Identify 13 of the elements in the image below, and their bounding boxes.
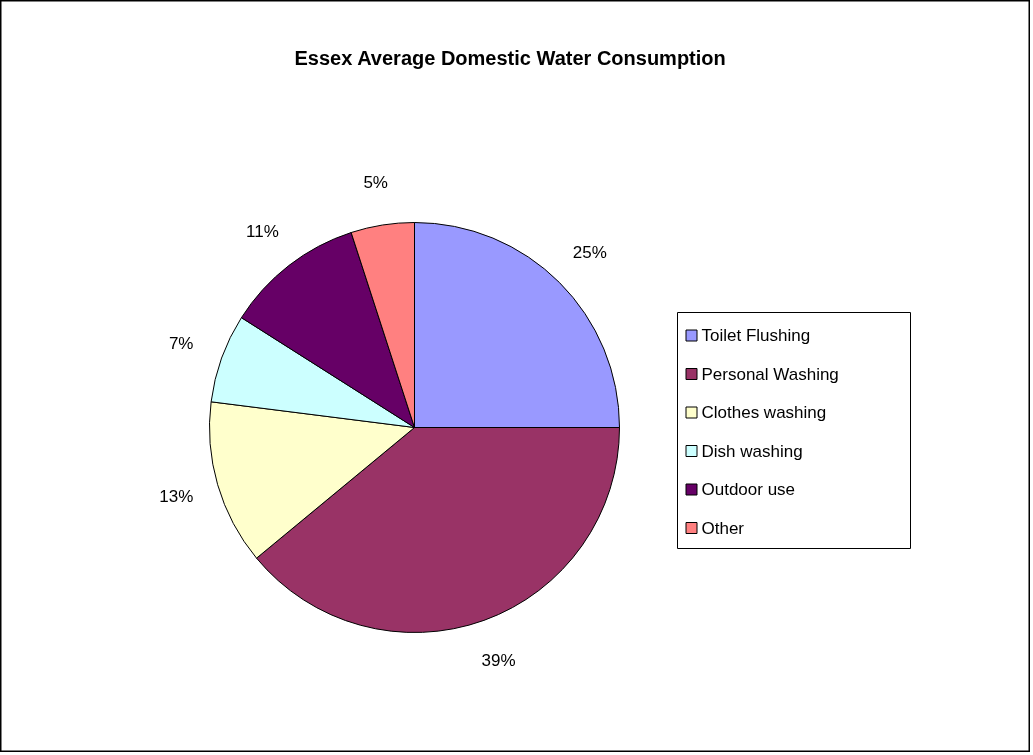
legend-label: Clothes washing <box>701 403 827 422</box>
chart-title: Essex Average Domestic Water Consumption <box>294 46 726 69</box>
data-label: 7% <box>168 333 194 353</box>
legend-label: Other <box>701 518 745 538</box>
data-label: 5% <box>363 173 388 193</box>
data-label: 13% <box>159 487 194 507</box>
data-label: 25% <box>572 242 607 262</box>
legend-label: Personal Washing <box>701 364 839 384</box>
data-label: 39% <box>481 651 516 671</box>
legend-label: Outdoor use <box>701 480 796 499</box>
legend-label: Dish washing <box>701 441 803 461</box>
data-label: 11% <box>246 222 279 242</box>
legend-label: Toilet Flushing <box>701 326 811 345</box>
